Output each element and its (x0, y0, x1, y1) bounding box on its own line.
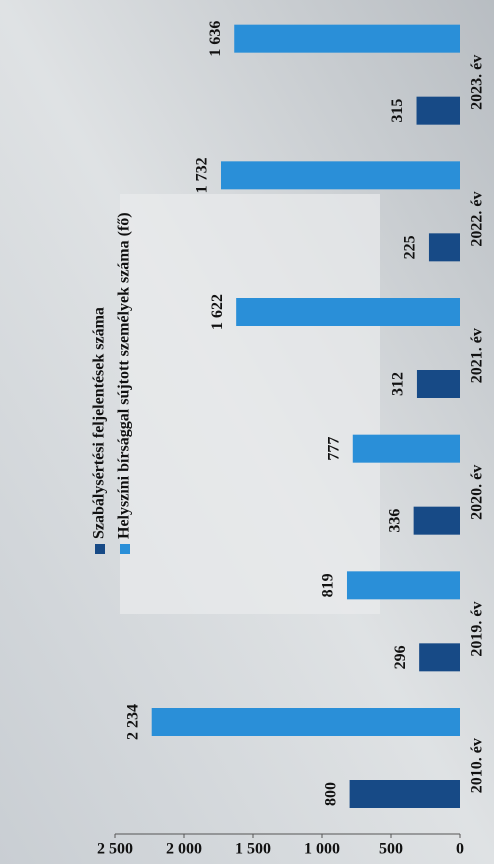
bar (419, 643, 461, 672)
legend-label: Helyszíni bírsággal sújtott személyek sz… (116, 212, 133, 539)
bar (236, 298, 460, 326)
y-tick-label: 2 000 (166, 841, 202, 858)
bar (428, 233, 461, 262)
y-tick-label: 1 000 (304, 841, 340, 858)
legend-label: Szabálysértési feljelentések száma (91, 307, 108, 539)
bar (346, 571, 460, 600)
x-tick-label: 2023. év (469, 55, 486, 110)
value-label: 296 (392, 645, 409, 669)
x-tick-label: 2020. év (469, 465, 486, 520)
bar (349, 780, 461, 808)
bar (151, 708, 460, 736)
value-label: 1 622 (209, 294, 226, 330)
bar (416, 96, 460, 125)
bar (416, 370, 460, 398)
x-tick-label: 2010. év (469, 738, 486, 793)
bar (220, 161, 460, 190)
value-label: 819 (320, 573, 337, 597)
x-tick-label: 2019. év (469, 601, 486, 656)
y-tick-label: 1 500 (235, 841, 271, 858)
value-label: 1 636 (207, 21, 224, 57)
bar (413, 506, 460, 535)
y-tick-label: 500 (379, 841, 403, 858)
building (120, 194, 380, 614)
x-tick-label: 2021. év (469, 328, 486, 383)
value-label: 800 (322, 782, 339, 806)
bar (352, 434, 460, 463)
value-label: 777 (325, 437, 342, 461)
value-label: 315 (389, 99, 406, 123)
value-label: 2 234 (124, 704, 141, 740)
value-label: 1 732 (194, 157, 211, 193)
value-label: 312 (390, 372, 407, 396)
value-label: 336 (386, 509, 403, 533)
value-label: 225 (402, 235, 419, 259)
legend-swatch (95, 544, 105, 554)
y-tick-label: 2 500 (97, 841, 133, 858)
y-tick-label: 0 (456, 841, 464, 858)
bar (234, 24, 460, 53)
x-tick-label: 2022. év (469, 191, 486, 246)
legend-swatch (120, 544, 130, 554)
